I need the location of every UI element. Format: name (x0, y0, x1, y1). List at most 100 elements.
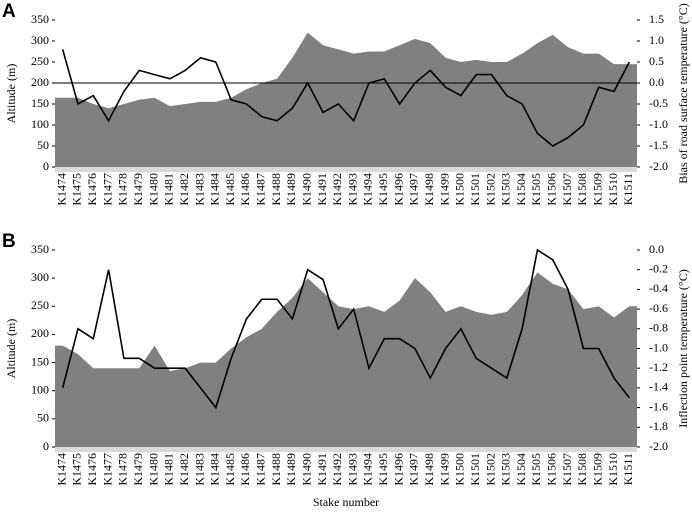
x-tick-label: K1481 (162, 173, 176, 206)
y2-tick-label: -1.2 (649, 360, 668, 374)
x-tick-label: K1474 (54, 173, 68, 206)
y-tick-label: 350 (31, 242, 49, 256)
y2-tick-label: -0.8 (649, 321, 668, 335)
y2-axis-label: Inflection point temperature (°C) (676, 269, 690, 427)
x-tick-label: K1492 (330, 453, 344, 486)
x-tick-label: K1500 (453, 173, 467, 206)
x-tick-label: K1494 (361, 173, 375, 206)
x-tick-label: K1482 (177, 173, 191, 206)
x-axis-label: Stake number (313, 495, 379, 509)
x-tick-label: K1494 (361, 453, 375, 486)
x-tick-label: K1502 (483, 173, 497, 206)
x-tick-label: K1489 (284, 173, 298, 206)
x-tick-label: K1478 (116, 173, 130, 206)
x-tick-label: K1488 (269, 173, 283, 206)
x-tick-label: K1476 (85, 453, 99, 486)
y2-tick-label: -0.6 (649, 301, 668, 315)
y2-tick-label: 0.5 (649, 54, 664, 68)
x-tick-label: K1484 (208, 173, 222, 206)
x-tick-label: K1495 (376, 173, 390, 206)
x-tick-label: K1498 (422, 173, 436, 206)
x-tick-label: K1498 (422, 453, 436, 486)
y2-tick-label: -2.0 (649, 159, 668, 173)
x-tick-label: K1476 (85, 173, 99, 206)
x-tick-label: K1501 (468, 453, 482, 486)
y-tick-label: 50 (37, 411, 49, 425)
x-tick-label: K1483 (192, 173, 206, 206)
y-tick-label: 250 (31, 54, 49, 68)
y2-tick-label: -1.6 (649, 399, 668, 413)
x-tick-label: K1474 (54, 453, 68, 486)
x-tick-label: K1510 (606, 173, 620, 206)
x-tick-label: K1501 (468, 173, 482, 206)
x-tick-label: K1485 (223, 173, 237, 206)
x-tick-label: K1485 (223, 453, 237, 486)
x-tick-label: K1507 (560, 453, 574, 486)
y2-tick-label: 1.5 (649, 12, 664, 26)
x-tick-label: K1497 (407, 453, 421, 486)
y-tick-label: 100 (31, 382, 49, 396)
y2-tick-label: -1.8 (649, 419, 668, 433)
y-axis-label: Altitude (m) (4, 319, 18, 379)
x-tick-label: K1482 (177, 453, 191, 486)
x-tick-label: K1504 (514, 453, 528, 486)
x-tick-label: K1475 (70, 173, 84, 206)
x-tick-label: K1479 (131, 453, 145, 486)
x-tick-label: K1487 (254, 173, 268, 206)
x-tick-label: K1507 (560, 173, 574, 206)
y2-tick-label: -1.4 (649, 380, 668, 394)
x-tick-label: K1505 (529, 173, 543, 206)
x-tick-label: K1478 (116, 453, 130, 486)
y2-tick-label: -0.5 (649, 96, 668, 110)
x-tick-label: K1479 (131, 173, 145, 206)
x-tick-label: K1493 (345, 453, 359, 486)
y-tick-label: 0 (43, 439, 49, 453)
x-tick-label: K1502 (483, 453, 497, 486)
y2-tick-label: -1.0 (649, 117, 668, 131)
y2-axis-label: Bias of road surface temperature (°C) (676, 3, 690, 183)
axis-strip (55, 447, 637, 452)
temperature-line (61, 248, 630, 410)
x-tick-label: K1489 (284, 453, 298, 486)
temperature-line (61, 49, 631, 147)
altitude-area (55, 32, 637, 167)
x-tick-label: K1490 (299, 173, 313, 206)
x-tick-label: K1508 (575, 453, 589, 486)
x-tick-label: K1509 (590, 453, 604, 486)
x-tick-label: K1486 (238, 173, 252, 206)
x-tick-label: K1508 (575, 173, 589, 206)
y-tick-label: 350 (31, 12, 49, 26)
x-tick-label: K1477 (100, 173, 114, 206)
x-tick-label: K1504 (514, 173, 528, 206)
x-tick-label: K1484 (208, 453, 222, 486)
x-tick-label: K1480 (146, 173, 160, 206)
y-tick-label: 300 (31, 270, 49, 284)
x-tick-label: K1503 (499, 453, 513, 486)
y2-tick-label: 0.0 (649, 75, 664, 89)
x-tick-label: K1511 (621, 453, 635, 485)
x-tick-label: K1496 (391, 453, 405, 486)
y-tick-label: 200 (31, 326, 49, 340)
y2-tick-label: -1.0 (649, 340, 668, 354)
panel-label: A (2, 1, 16, 22)
x-tick-label: K1481 (162, 453, 176, 486)
x-tick-label: K1505 (529, 453, 543, 486)
y-tick-label: 200 (31, 75, 49, 89)
x-tick-label: K1506 (545, 173, 559, 206)
x-tick-label: K1500 (453, 453, 467, 486)
y2-tick-label: -0.4 (649, 281, 668, 295)
x-tick-label: K1503 (499, 173, 513, 206)
x-tick-label: K1506 (545, 453, 559, 486)
x-tick-label: K1499 (437, 453, 451, 486)
x-tick-label: K1499 (437, 173, 451, 206)
altitude-area (55, 272, 637, 447)
x-tick-label: K1496 (391, 173, 405, 206)
y-tick-label: 150 (31, 96, 49, 110)
x-tick-label: K1480 (146, 453, 160, 486)
y2-tick-label: -2.0 (649, 439, 668, 453)
x-tick-label: K1510 (606, 453, 620, 486)
y2-tick-label: 1.0 (649, 33, 664, 47)
x-tick-label: K1475 (70, 453, 84, 486)
x-tick-label: K1511 (621, 173, 635, 205)
